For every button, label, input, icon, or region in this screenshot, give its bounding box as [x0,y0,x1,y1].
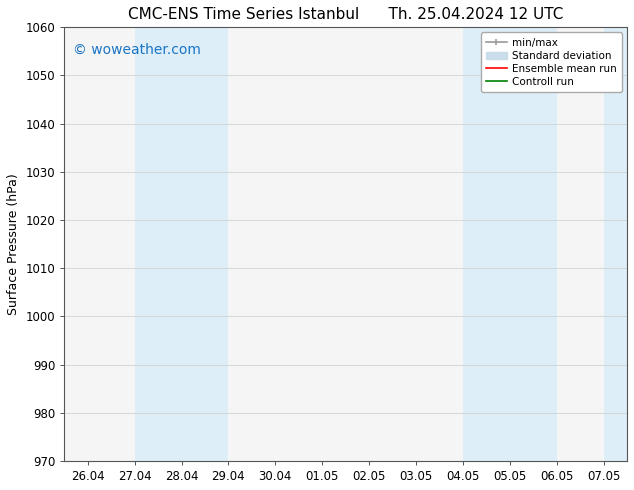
Bar [510,27,557,461]
Text: © woweather.com: © woweather.com [73,43,200,56]
Bar [604,27,627,461]
Bar [134,27,181,461]
Title: CMC-ENS Time Series Istanbul      Th. 25.04.2024 12 UTC: CMC-ENS Time Series Istanbul Th. 25.04.2… [128,7,564,22]
Bar [181,27,228,461]
Y-axis label: Surface Pressure (hPa): Surface Pressure (hPa) [7,173,20,315]
Legend: min/max, Standard deviation, Ensemble mean run, Controll run: min/max, Standard deviation, Ensemble me… [481,32,622,92]
Bar [463,27,510,461]
